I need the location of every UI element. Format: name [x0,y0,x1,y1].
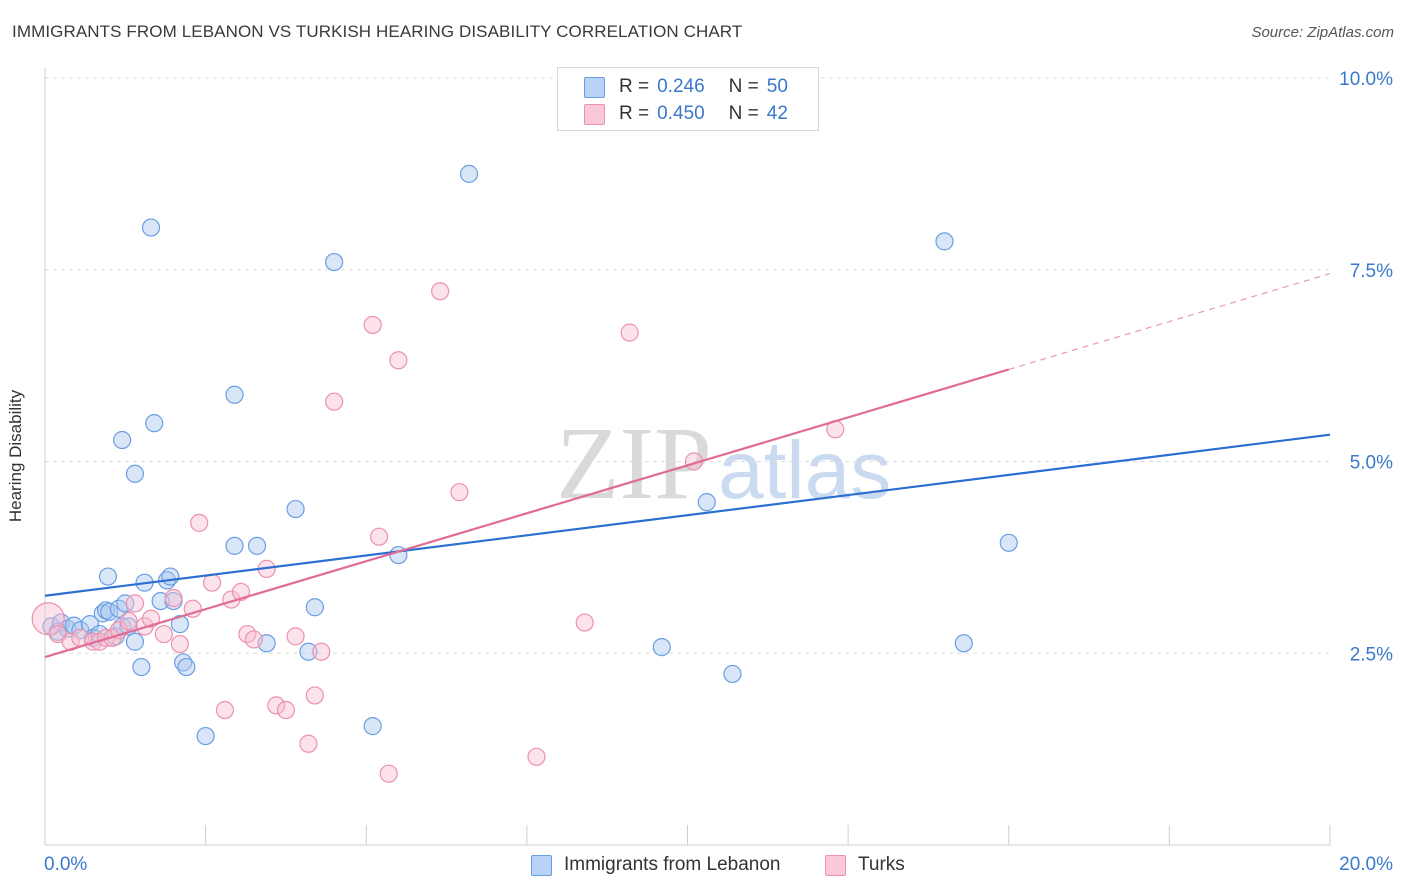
point-lebanon [125,464,145,483]
point-turks [183,599,202,618]
legend-n-value: 42 [766,103,788,124]
point-turks [431,282,450,301]
point-turks [215,700,234,720]
source-credit: Source: ZipAtlas.com [1251,24,1394,41]
point-turks [154,624,173,644]
trendline-turks-extension [1008,273,1331,371]
point-turks [190,513,209,532]
point-turks [244,630,263,649]
x-tick-label: 20.0% [1339,854,1393,875]
legend-r-label: R = [619,103,650,124]
point-lebanon [116,594,135,613]
x-tick-label: 0.0% [44,854,87,875]
chart-title: IMMIGRANTS FROM LEBANON VS TURKISH HEARI… [12,22,743,41]
point-lebanon [325,252,344,272]
point-lebanon [145,414,164,433]
point-lebanon [98,567,118,586]
point-turks [312,642,331,661]
point-lebanon [161,567,180,586]
point-lebanon [196,726,215,746]
legend-n-label: N = [728,76,759,97]
bottom-legend-swatch-blue [531,854,552,876]
bottom-legend-label: Turks [858,854,905,875]
point-turks [119,611,138,631]
point-turks [164,588,183,608]
point-turks [286,627,305,646]
y-axis-label: Hearing Disability [6,389,25,523]
point-lebanon [141,218,161,237]
point-turks [267,696,286,715]
legend-n-label: N = [728,103,759,124]
trendline-turks [44,368,1010,659]
legend-n-value: 50 [766,76,788,97]
bottom-legend-lebanon: Immigrants from Lebanon [531,852,781,878]
point-lebanon [723,664,742,684]
point-lebanon [999,533,1018,552]
point-lebanon [225,385,244,404]
y-tick-label: 7.5% [1350,261,1393,282]
point-lebanon [170,615,190,634]
point-turks [125,594,145,613]
point-turks [575,613,594,632]
point-turks [299,734,318,753]
legend-r-value: 0.246 [657,76,705,97]
point-turks [527,747,546,766]
point-turks [450,483,469,502]
legend-swatch-blue [584,76,605,98]
point-turks [370,527,389,546]
legend-row-lebanon: R = 0.246 N = 50 [584,76,788,98]
point-lebanon [935,232,954,251]
point-lebanon [459,164,479,183]
point-lebanon [80,615,100,634]
legend-r-label: R = [619,76,650,97]
point-turks [141,609,161,628]
point-lebanon [225,536,244,555]
point-lebanon [954,634,973,653]
point-lebanon [247,536,267,555]
point-turks [202,573,222,592]
point-turks [31,602,65,636]
point-turks [170,634,190,654]
point-turks [363,315,382,335]
legend-row-turks: R = 0.450 N = 42 [584,103,788,125]
legend-r-value: 0.450 [657,103,705,124]
point-lebanon [132,657,151,677]
point-turks [325,392,344,411]
point-lebanon [125,632,145,651]
point-turks [276,700,296,720]
point-lebanon [363,717,382,736]
point-turks [305,686,324,705]
point-lebanon [697,493,716,512]
point-turks [379,764,398,783]
y-tick-label: 10.0% [1339,69,1393,90]
point-turks [231,582,251,601]
bottom-legend-swatch-pink [825,854,846,876]
point-turks [620,323,639,342]
bottom-legend-label: Immigrants from Lebanon [564,854,781,875]
point-lebanon [652,638,671,657]
legend-swatch-pink [584,103,605,125]
y-tick-label: 2.5% [1350,644,1393,665]
point-lebanon [299,642,318,661]
point-turks [389,351,408,370]
trendline-lebanon [44,433,1331,597]
bottom-legend-turks: Turks [825,852,905,878]
stats-legend: R = 0.246 N = 50 R = 0.450 N = 42 [557,67,819,131]
point-lebanon [177,657,196,677]
point-lebanon [112,430,132,450]
point-lebanon [305,598,324,617]
y-tick-label: 5.0% [1350,453,1393,474]
point-lebanon [286,499,305,519]
